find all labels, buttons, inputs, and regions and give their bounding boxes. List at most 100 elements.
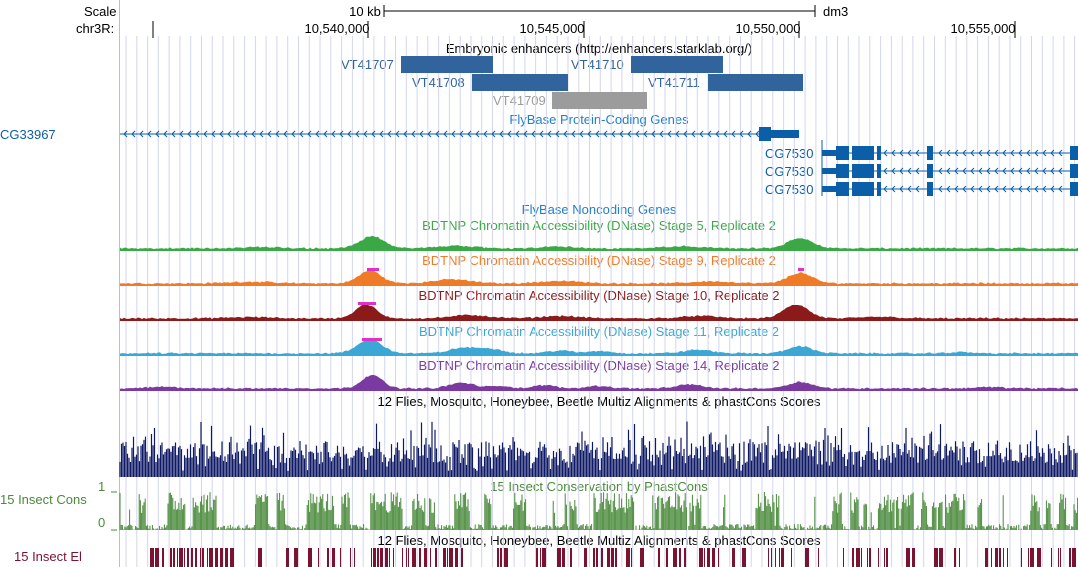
- strand-arrow: [1042, 167, 1047, 175]
- element-block: [607, 548, 610, 567]
- strand-arrow: [131, 130, 136, 138]
- element-block: [184, 548, 185, 567]
- element-block: [1051, 548, 1052, 567]
- utr-block: [822, 186, 836, 192]
- enhancer-track[interactable]: [401, 56, 803, 109]
- element-block: [318, 548, 319, 567]
- strand-arrow: [707, 130, 712, 138]
- chrom-label: chr3R:: [76, 21, 115, 36]
- element-block: [207, 548, 208, 567]
- conserved-elements[interactable]: [150, 548, 1076, 567]
- assembly-label: dm3: [823, 4, 849, 19]
- element-block: [1028, 548, 1029, 567]
- multiz-signal[interactable]: [119, 421, 1078, 478]
- dnase-track-title[interactable]: BDTNP Chromatin Accessibility (DNase) St…: [422, 218, 776, 233]
- dnase-track-title[interactable]: BDTNP Chromatin Accessibility (DNase) St…: [422, 253, 776, 268]
- dnase-signal[interactable]: [120, 340, 1078, 355]
- strand-arrow: [459, 130, 464, 138]
- element-block: [912, 548, 915, 567]
- element-block: [775, 548, 776, 567]
- strand-arrow: [1058, 149, 1063, 157]
- dnase-signal[interactable]: [120, 305, 1078, 320]
- dnase-signal[interactable]: [120, 375, 1078, 390]
- element-block: [1007, 548, 1008, 567]
- strand-arrow: [946, 185, 951, 193]
- element-block: [673, 548, 677, 567]
- strand-arrow: [986, 167, 991, 175]
- ruler[interactable]: [152, 5, 1016, 38]
- strand-arrow: [515, 130, 520, 138]
- position-label: 10,545,000: [519, 21, 585, 36]
- strand-arrow: [387, 130, 392, 138]
- strand-arrow: [483, 130, 488, 138]
- element-block: [658, 548, 660, 567]
- gene-label[interactable]: CG7530: [765, 182, 814, 197]
- saturation-mark: [358, 302, 376, 305]
- gene-label[interactable]: CG33967: [0, 127, 56, 142]
- strand-arrow: [187, 130, 192, 138]
- strand-arrow: [907, 149, 912, 157]
- element-block: [412, 548, 416, 567]
- enhancer-block[interactable]: [472, 74, 568, 91]
- exon-block: [927, 164, 933, 178]
- element-block: [615, 548, 617, 567]
- enhancer-label[interactable]: VT41707: [341, 57, 394, 72]
- elements-track-title[interactable]: 12 Flies, Mosquito, Honeybee, Beetle Mul…: [377, 533, 821, 548]
- strand-arrow: [962, 149, 967, 157]
- dnase-track-title[interactable]: BDTNP Chromatin Accessibility (DNase) St…: [418, 358, 780, 373]
- element-block: [732, 548, 735, 567]
- gene-model[interactable]: [120, 127, 799, 141]
- enhancer-block[interactable]: [708, 74, 803, 91]
- element-block: [402, 548, 403, 567]
- element-block: [294, 548, 298, 567]
- gene-label[interactable]: CG7530: [765, 146, 814, 161]
- element-block: [258, 548, 262, 567]
- gene-model[interactable]: [822, 164, 1078, 178]
- gene-label[interactable]: CG7530: [765, 164, 814, 179]
- noncoding-track-title[interactable]: FlyBase Noncoding Genes: [521, 202, 677, 217]
- dnase-signal[interactable]: [120, 235, 1078, 250]
- elements-side-label[interactable]: 15 Insect El: [14, 549, 82, 564]
- strand-arrow: [331, 130, 336, 138]
- scale-bar-label: 10 kb: [349, 4, 381, 19]
- element-block: [934, 548, 938, 567]
- gene-model[interactable]: [822, 182, 1078, 196]
- element-block: [601, 548, 603, 567]
- element-block: [707, 548, 710, 567]
- strand-arrow: [219, 130, 224, 138]
- element-block: [768, 548, 769, 567]
- scale-label: Scale: [84, 4, 117, 19]
- enhancer-block[interactable]: [552, 92, 647, 109]
- gene-model[interactable]: [821, 140, 1078, 196]
- dnase-signal[interactable]: [120, 270, 1078, 285]
- enhancer-block[interactable]: [401, 56, 493, 73]
- strand-arrow: [523, 130, 528, 138]
- strand-arrow: [371, 130, 376, 138]
- multiz-track-title[interactable]: 12 Flies, Mosquito, Honeybee, Beetle Mul…: [377, 394, 821, 409]
- dnase-track-title[interactable]: BDTNP Chromatin Accessibility (DNase) St…: [418, 288, 780, 303]
- phastcons-side-label[interactable]: 15 Insect Cons: [0, 492, 87, 507]
- exon-block: [836, 164, 849, 178]
- element-block: [449, 548, 453, 567]
- enhancer-block[interactable]: [631, 56, 723, 73]
- strand-arrow: [715, 130, 720, 138]
- element-block: [631, 548, 632, 567]
- element-block: [500, 548, 502, 567]
- exon-block: [836, 146, 849, 160]
- dnase-track-title[interactable]: BDTNP Chromatin Accessibility (DNase) St…: [418, 324, 780, 339]
- strand-arrow: [267, 130, 272, 138]
- strand-arrow: [1058, 167, 1063, 175]
- element-block: [542, 548, 546, 567]
- enhancer-label[interactable]: VT41709: [493, 93, 546, 108]
- phastcons-signal[interactable]: [119, 492, 1078, 530]
- enhancer-label[interactable]: VT41710: [571, 57, 624, 72]
- strand-arrow: [994, 185, 999, 193]
- phastcons-track-title[interactable]: 15 Insect Conservation by PhastCons: [490, 479, 708, 494]
- strand-arrow: [938, 149, 943, 157]
- strand-arrow: [962, 185, 967, 193]
- element-block: [593, 548, 595, 567]
- element-block: [781, 548, 784, 567]
- strand-arrow: [1042, 185, 1047, 193]
